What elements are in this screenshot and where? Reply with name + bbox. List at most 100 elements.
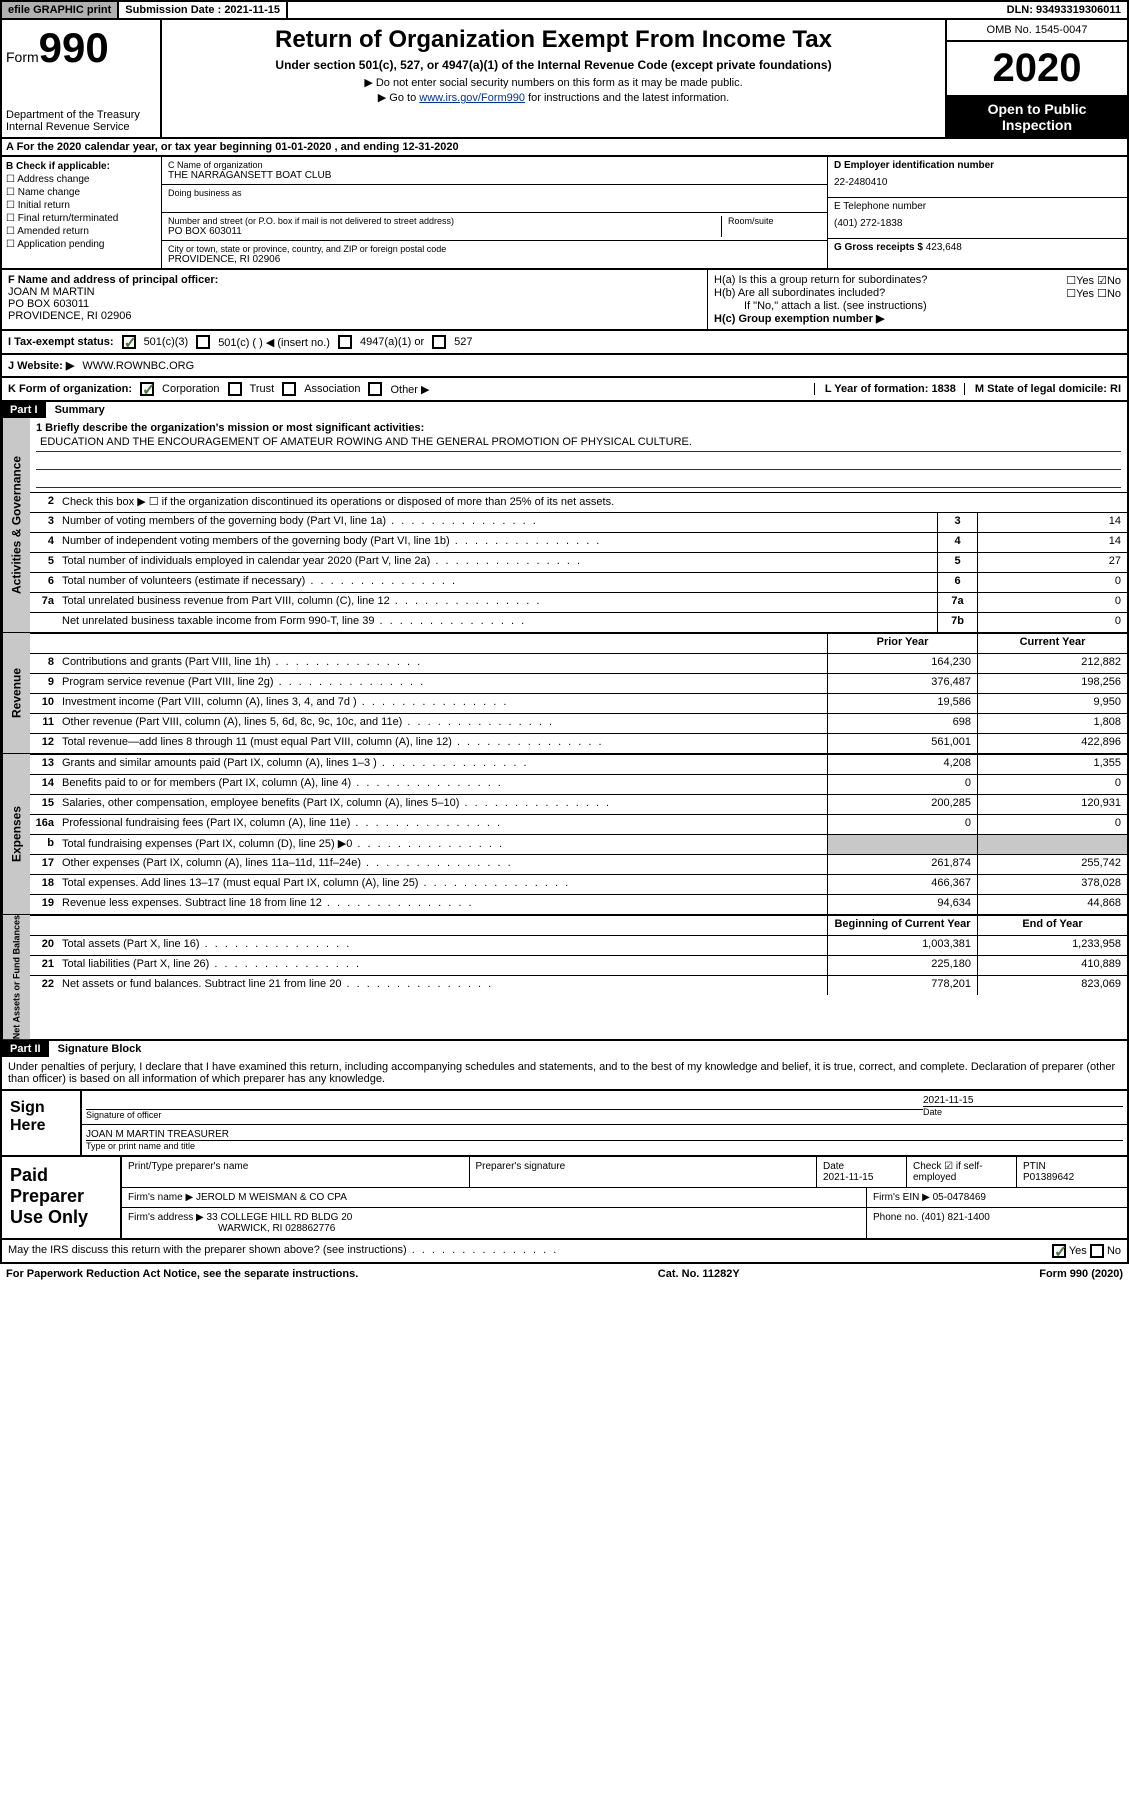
- irs-link[interactable]: www.irs.gov/Form990: [419, 92, 525, 104]
- cb-initial-return[interactable]: ☐ Initial return: [6, 200, 157, 211]
- org-name: THE NARRAGANSETT BOAT CLUB: [168, 170, 821, 181]
- part-1-title: Summary: [49, 402, 111, 418]
- dba-label: Doing business as: [168, 188, 821, 198]
- box-h: H(a) Is this a group return for subordin…: [707, 270, 1127, 329]
- part-1: Part I Summary Activities & Governance 1…: [0, 402, 1129, 1041]
- sign-here-label: Sign Here: [2, 1091, 82, 1155]
- gross-value: 423,648: [926, 242, 962, 253]
- sig-officer-label: Signature of officer: [86, 1109, 923, 1120]
- form-header: Form990 Department of the Treasury Inter…: [0, 20, 1129, 139]
- officer-label: F Name and address of principal officer:: [8, 274, 701, 286]
- addr-label: Number and street (or P.O. box if mail i…: [168, 216, 721, 226]
- vtab-expenses: Expenses: [2, 754, 30, 914]
- org-address: PO BOX 603011: [168, 226, 721, 237]
- org-name-label: C Name of organization: [168, 160, 821, 170]
- cb-assoc[interactable]: [282, 382, 296, 396]
- website-value: WWW.ROWNBC.ORG: [82, 360, 194, 372]
- cb-other[interactable]: [368, 382, 382, 396]
- summary-line: 5Total number of individuals employed in…: [30, 552, 1127, 572]
- penalty-statement: Under penalties of perjury, I declare th…: [2, 1057, 1127, 1089]
- cb-corp[interactable]: [140, 382, 154, 396]
- box-b-label: B Check if applicable:: [6, 161, 157, 172]
- cb-final-return[interactable]: ☐ Final return/terminated: [6, 213, 157, 224]
- officer-addr2: PROVIDENCE, RI 02906: [8, 310, 701, 322]
- page-footer: For Paperwork Reduction Act Notice, see …: [0, 1264, 1129, 1284]
- sign-block: Sign Here Signature of officer 2021-11-1…: [0, 1091, 1129, 1157]
- f-h-block: F Name and address of principal officer:…: [0, 270, 1129, 331]
- summary-line: 12Total revenue—add lines 8 through 11 (…: [30, 733, 1127, 753]
- submission-date: Submission Date : 2021-11-15: [119, 2, 288, 18]
- department-label: Department of the Treasury Internal Reve…: [6, 109, 156, 133]
- cb-501c3[interactable]: [122, 335, 136, 349]
- ein-value: 22-2480410: [834, 171, 1121, 194]
- cb-name-change[interactable]: ☐ Name change: [6, 187, 157, 198]
- part-2-header: Part II: [2, 1041, 49, 1057]
- cb-address-change[interactable]: ☐ Address change: [6, 174, 157, 185]
- cb-trust[interactable]: [228, 382, 242, 396]
- col-end: End of Year: [977, 916, 1127, 935]
- sig-date-label: Date: [923, 1106, 1123, 1117]
- city-label: City or town, state or province, country…: [168, 244, 821, 254]
- mission-label: 1 Briefly describe the organization's mi…: [36, 422, 1121, 434]
- form-title: Return of Organization Exempt From Incom…: [168, 26, 939, 54]
- mission-text: EDUCATION AND THE ENCOURAGEMENT OF AMATE…: [36, 434, 1121, 452]
- h-c-label: H(c) Group exemption number ▶: [714, 312, 1121, 325]
- instructions-note: ▶ Go to www.irs.gov/Form990 for instruct…: [168, 91, 939, 104]
- cb-discuss-no[interactable]: [1090, 1244, 1104, 1258]
- officer-name: JOAN M MARTIN: [8, 286, 701, 298]
- line-2: Check this box ▶ ☐ if the organization d…: [58, 493, 1127, 512]
- sig-name-label: Type or print name and title: [86, 1140, 1123, 1151]
- cb-app-pending[interactable]: ☐ Application pending: [6, 239, 157, 250]
- prep-name-label: Print/Type preparer's name: [122, 1157, 470, 1187]
- entity-block: B Check if applicable: ☐ Address change …: [0, 157, 1129, 270]
- year-formation: L Year of formation: 1838: [814, 383, 956, 395]
- omb-number: OMB No. 1545-0047: [947, 20, 1127, 42]
- cb-amended[interactable]: ☐ Amended return: [6, 226, 157, 237]
- summary-line: bTotal fundraising expenses (Part IX, co…: [30, 834, 1127, 854]
- gross-label: G Gross receipts $: [834, 242, 923, 253]
- website-row: J Website: ▶ WWW.ROWNBC.ORG: [0, 355, 1129, 378]
- pra-notice: For Paperwork Reduction Act Notice, see …: [6, 1268, 358, 1280]
- ein-label: D Employer identification number: [834, 160, 1121, 171]
- summary-line: Net unrelated business taxable income fr…: [30, 612, 1127, 632]
- org-city: PROVIDENCE, RI 02906: [168, 254, 821, 265]
- firm-phone: (401) 821-1400: [921, 1212, 989, 1223]
- cb-501c[interactable]: [196, 335, 210, 349]
- summary-line: 14Benefits paid to or for members (Part …: [30, 774, 1127, 794]
- box-b: B Check if applicable: ☐ Address change …: [2, 157, 162, 268]
- part-2-title: Signature Block: [52, 1041, 148, 1057]
- h-b-answer: ☐Yes ☐No: [1066, 287, 1121, 300]
- efile-print-button[interactable]: efile GRAPHIC print: [2, 2, 119, 18]
- preparer-block: Paid Preparer Use Only Print/Type prepar…: [0, 1157, 1129, 1240]
- state-domicile: M State of legal domicile: RI: [964, 383, 1121, 395]
- part-2: Part II Signature Block Under penalties …: [0, 1041, 1129, 1091]
- k-org-row: K Form of organization: Corporation Trus…: [0, 378, 1129, 402]
- vtab-net-assets: Net Assets or Fund Balances: [2, 915, 30, 1039]
- form-ref: Form 990 (2020): [1039, 1268, 1123, 1280]
- form-prefix: Form: [6, 49, 39, 65]
- firm-phone-label: Phone no.: [873, 1212, 919, 1223]
- cb-4947[interactable]: [338, 335, 352, 349]
- h-a-label: H(a) Is this a group return for subordin…: [714, 274, 927, 287]
- prep-sig-label: Preparer's signature: [470, 1157, 818, 1187]
- firm-name-label: Firm's name ▶: [128, 1192, 193, 1203]
- note-post: for instructions and the latest informat…: [525, 92, 729, 104]
- box-f: F Name and address of principal officer:…: [2, 270, 707, 329]
- website-label: J Website: ▶: [8, 359, 74, 372]
- col-prior: Prior Year: [827, 634, 977, 653]
- ssn-note: ▶ Do not enter social security numbers o…: [168, 76, 939, 89]
- sig-name: JOAN M MARTIN TREASURER: [86, 1129, 1123, 1140]
- h-b-label: H(b) Are all subordinates included?: [714, 287, 885, 300]
- phone-label: E Telephone number: [834, 201, 1121, 212]
- summary-line: 7aTotal unrelated business revenue from …: [30, 592, 1127, 612]
- firm-addr-label: Firm's address ▶: [128, 1212, 204, 1223]
- h-a-answer: ☐Yes ☑No: [1066, 274, 1121, 287]
- room-label: Room/suite: [728, 216, 821, 226]
- form-subtitle: Under section 501(c), 527, or 4947(a)(1)…: [168, 58, 939, 72]
- cb-527[interactable]: [432, 335, 446, 349]
- ptin-label: PTIN: [1023, 1161, 1046, 1172]
- top-bar: efile GRAPHIC print Submission Date : 20…: [0, 0, 1129, 20]
- summary-line: 15Salaries, other compensation, employee…: [30, 794, 1127, 814]
- summary-line: 13Grants and similar amounts paid (Part …: [30, 754, 1127, 774]
- cb-discuss-yes[interactable]: [1052, 1244, 1066, 1258]
